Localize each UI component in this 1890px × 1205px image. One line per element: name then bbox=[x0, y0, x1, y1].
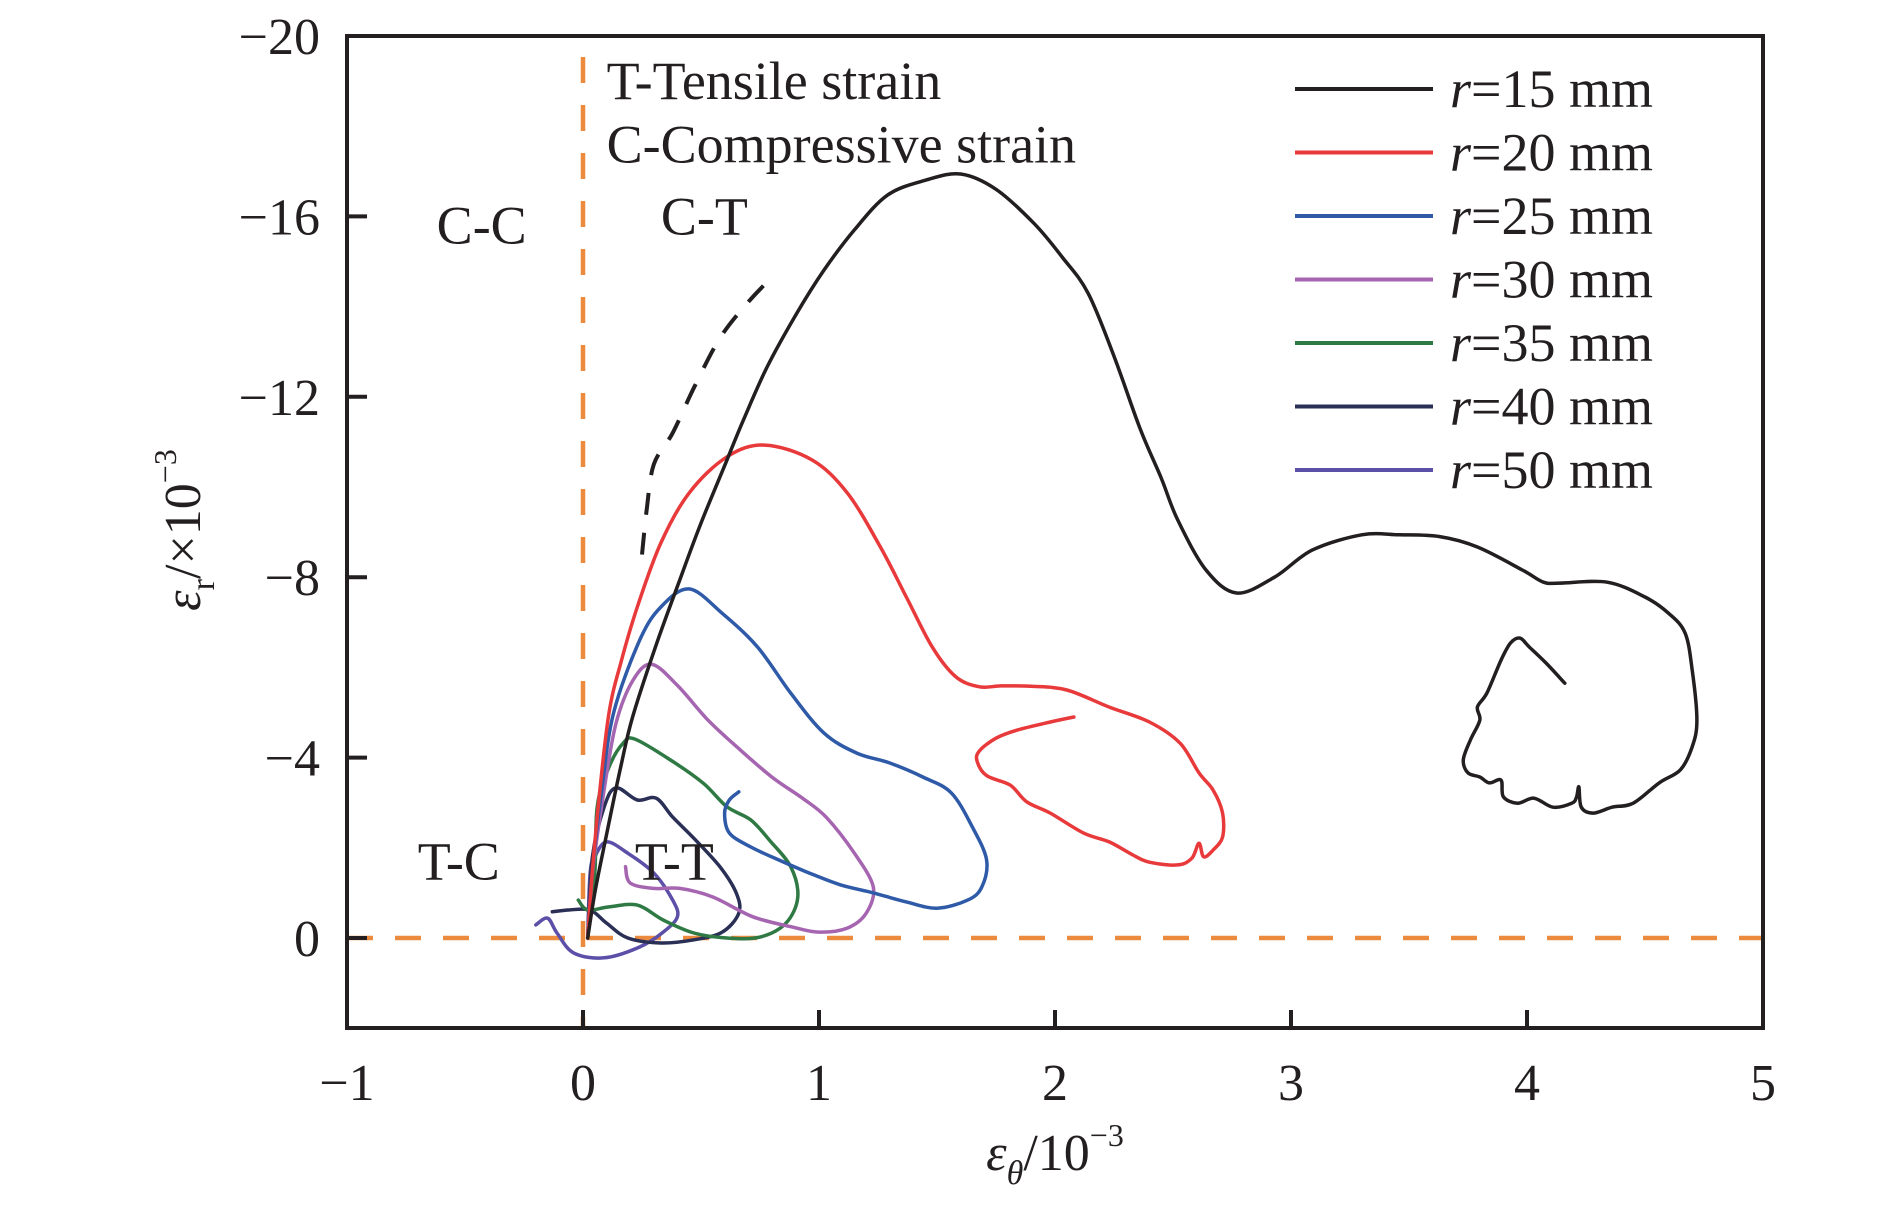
x-tick-label: 5 bbox=[1750, 1055, 1776, 1112]
legend-item-r-15-mm: r=15 mm bbox=[1295, 59, 1653, 119]
reference-lines bbox=[347, 57, 1763, 1028]
x-tick-label: 3 bbox=[1278, 1055, 1304, 1112]
x-axis-exponent: −3 bbox=[1090, 1117, 1124, 1153]
legend-var: r bbox=[1450, 59, 1472, 119]
legend-label: r=20 mm bbox=[1450, 123, 1653, 183]
legend-item-r-25-mm: r=25 mm bbox=[1295, 186, 1653, 246]
x-tick-label: 0 bbox=[570, 1055, 596, 1112]
annotation-c-compressive: C-Compressive strain bbox=[607, 114, 1076, 174]
legend-item-r-30-mm: r=30 mm bbox=[1295, 250, 1653, 310]
legend-var: r bbox=[1450, 250, 1472, 310]
legend-item-r-35-mm: r=35 mm bbox=[1295, 313, 1653, 373]
y-tick-labels: −20 −16 −12 −8 −4 0 bbox=[239, 9, 320, 968]
legend-value: =25 mm bbox=[1471, 186, 1653, 246]
legend-value: =20 mm bbox=[1471, 123, 1653, 183]
y-tick-label: −16 bbox=[239, 189, 320, 246]
axis-ticks bbox=[347, 214, 1529, 1028]
legend-label: r=40 mm bbox=[1450, 377, 1653, 437]
legend-item-r-50-mm: r=50 mm bbox=[1295, 440, 1653, 500]
legend-value: =35 mm bbox=[1471, 313, 1653, 373]
y-tick-label: −20 bbox=[239, 9, 320, 66]
y-axis-subscript: r bbox=[185, 578, 222, 590]
annotation-t-c: T-C bbox=[418, 831, 500, 891]
legend-value: =30 mm bbox=[1471, 250, 1653, 310]
y-axis-symbol: ε bbox=[155, 590, 212, 611]
legend-value: =50 mm bbox=[1471, 440, 1653, 500]
legend-var: r bbox=[1450, 123, 1472, 183]
legend-label: r=50 mm bbox=[1450, 440, 1653, 500]
x-tick-label: 1 bbox=[806, 1055, 832, 1112]
x-axis-symbol: ε bbox=[986, 1125, 1007, 1182]
legend: r=15 mmr=20 mmr=25 mmr=30 mmr=35 mmr=40 … bbox=[1295, 59, 1653, 500]
y-axis-unit: /×10 bbox=[155, 483, 212, 579]
guide-dashed-curve bbox=[640, 273, 776, 555]
guide-layer bbox=[640, 273, 776, 555]
x-tick-label: −1 bbox=[319, 1055, 374, 1112]
y-tick-label: −8 bbox=[265, 550, 320, 607]
x-tick-labels: −1 0 1 2 3 4 5 bbox=[319, 1055, 1776, 1112]
annotation-c-t: C-T bbox=[661, 186, 748, 246]
legend-label: r=15 mm bbox=[1450, 59, 1653, 119]
y-axis-exponent: −3 bbox=[147, 449, 183, 483]
legend-item-r-20-mm: r=20 mm bbox=[1295, 123, 1653, 183]
x-axis-label: εθ/10−3 bbox=[986, 1117, 1124, 1192]
legend-value: =40 mm bbox=[1471, 377, 1653, 437]
x-axis-subscript: θ bbox=[1007, 1155, 1024, 1192]
legend-var: r bbox=[1450, 186, 1472, 246]
legend-var: r bbox=[1450, 440, 1472, 500]
legend-var: r bbox=[1450, 377, 1472, 437]
legend-label: r=30 mm bbox=[1450, 250, 1653, 310]
series-line-r-20-mm bbox=[585, 443, 1226, 940]
series-line-r-15-mm bbox=[585, 171, 1699, 940]
series-line-r-25-mm bbox=[585, 587, 989, 940]
legend-item-r-40-mm: r=40 mm bbox=[1295, 377, 1653, 437]
annotation-c-c: C-C bbox=[437, 195, 527, 255]
legend-value: =15 mm bbox=[1471, 59, 1653, 119]
y-tick-label: −12 bbox=[239, 370, 320, 427]
x-tick-label: 2 bbox=[1042, 1055, 1068, 1112]
series-layer bbox=[534, 171, 1699, 960]
series-line-r-30-mm bbox=[585, 662, 876, 940]
x-tick-label: 4 bbox=[1514, 1055, 1540, 1112]
legend-var: r bbox=[1450, 313, 1472, 373]
series-line-r-35-mm bbox=[576, 736, 800, 941]
y-tick-label: −4 bbox=[265, 731, 320, 788]
x-axis-unit: /10 bbox=[1023, 1125, 1089, 1182]
annotation-t-t: T-T bbox=[635, 831, 714, 891]
annotation-t-tensile: T-Tensile strain bbox=[607, 51, 942, 111]
y-axis-label: εr/×10−3 bbox=[147, 449, 222, 611]
plot-frame bbox=[345, 34, 1765, 1030]
y-tick-label: 0 bbox=[294, 911, 320, 968]
legend-label: r=35 mm bbox=[1450, 313, 1653, 373]
legend-label: r=25 mm bbox=[1450, 186, 1653, 246]
